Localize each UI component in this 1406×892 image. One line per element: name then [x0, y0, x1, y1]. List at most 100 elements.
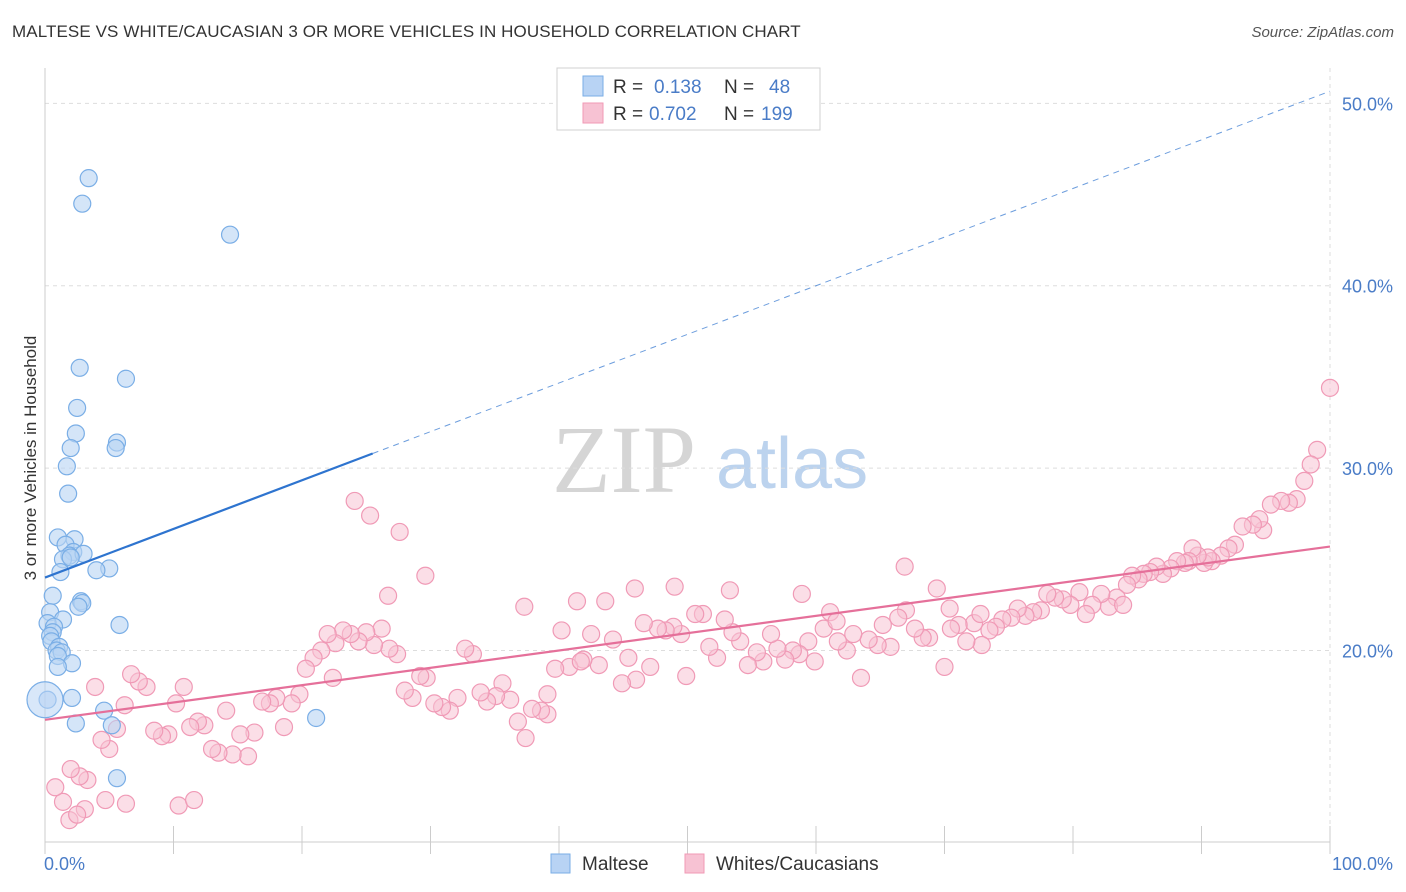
point-whites-189 [571, 652, 590, 671]
trend-line-whites [44, 545, 1331, 721]
point-whites-2 [1301, 455, 1320, 474]
point-maltese-large [26, 681, 64, 719]
y-tick-label-20: 20.0% [1342, 642, 1393, 662]
point-whites-178 [116, 794, 136, 813]
point-whites-53 [941, 619, 961, 638]
point-whites-87 [686, 604, 705, 624]
point-maltese-9 [61, 438, 80, 458]
point-whites-109 [522, 699, 542, 718]
point-whites-179 [169, 796, 188, 815]
point-whites-183 [361, 506, 380, 525]
point-whites-30 [1117, 575, 1137, 594]
point-whites-177 [96, 790, 115, 810]
point-whites-48 [980, 621, 999, 640]
legend-r-label-2: R = [613, 104, 643, 125]
point-whites-94 [634, 614, 653, 633]
point-maltese-11 [59, 484, 78, 503]
point-whites-180 [184, 790, 204, 810]
point-whites-194 [827, 612, 846, 631]
point-whites-103 [567, 592, 587, 611]
point-whites-58 [905, 619, 925, 638]
point-whites-195 [895, 557, 914, 576]
point-maltese-23 [43, 586, 62, 605]
point-maltese-4 [116, 369, 136, 388]
point-whites-99 [596, 592, 615, 611]
point-maltese-30 [110, 615, 129, 635]
point-whites-139 [296, 659, 315, 678]
point-whites-145 [253, 692, 272, 711]
point-whites-122 [425, 694, 444, 713]
point-maltese-0 [79, 169, 98, 188]
bottom-legend-swatch-maltese [550, 853, 571, 874]
y-tick-label-40: 40.0% [1342, 277, 1393, 297]
point-whites-97 [612, 674, 632, 693]
watermark-atlas: atlas [716, 424, 868, 504]
x-tick-labels: 0.0% 100.0% [44, 854, 1393, 874]
source-credit: Source: ZipAtlas.com [1251, 24, 1394, 41]
point-whites-136 [318, 624, 337, 644]
point-maltese-26 [69, 597, 88, 616]
point-whites-193 [792, 584, 811, 604]
point-whites-68 [828, 632, 847, 651]
point-maltese-2 [220, 225, 240, 244]
point-whites-188 [538, 685, 557, 704]
point-maltese-47 [107, 769, 127, 788]
point-whites-7 [1261, 495, 1280, 514]
point-whites-62 [873, 615, 892, 635]
point-whites-147 [238, 747, 258, 766]
point-whites-40 [1038, 584, 1057, 604]
point-whites-55 [927, 579, 946, 598]
point-whites-83 [715, 610, 734, 629]
point-whites-198 [1114, 595, 1133, 615]
y-tick-label-30: 30.0% [1342, 459, 1393, 479]
point-maltese-45 [307, 708, 326, 728]
legend-r-label-1: R = [613, 77, 643, 98]
point-whites-65 [851, 668, 871, 687]
legend: R = 0.138 N = 48 R = 0.702 N = 199 [556, 67, 821, 131]
point-maltese-8 [106, 438, 125, 458]
point-whites-176 [68, 805, 87, 824]
point-whites-192 [720, 581, 740, 600]
point-whites-64 [859, 630, 878, 649]
point-whites-60 [889, 608, 908, 627]
point-whites-100 [589, 655, 608, 675]
legend-r-value-1: 0.138 [654, 77, 702, 98]
point-whites-118 [456, 639, 475, 658]
x-tick-label-min: 0.0% [44, 854, 85, 874]
point-whites-93 [641, 657, 660, 677]
point-whites-141 [282, 694, 301, 713]
point-whites-156 [174, 677, 193, 697]
point-whites-185 [390, 522, 409, 542]
point-whites-148 [231, 725, 250, 744]
point-whites-152 [202, 739, 222, 759]
legend-swatch-maltese [582, 75, 604, 97]
point-whites-191 [665, 577, 684, 596]
legend-n-value-2: 199 [761, 104, 793, 125]
point-whites-173 [46, 778, 65, 797]
legend-r-value-2: 0.702 [649, 104, 697, 125]
point-whites-171 [61, 759, 80, 779]
point-maltese-22 [87, 561, 106, 580]
point-whites-186 [416, 566, 435, 585]
point-whites-187 [515, 597, 534, 616]
watermark-zip: ZIP [552, 406, 696, 513]
point-whites-160 [145, 721, 164, 740]
point-whites-71 [805, 652, 824, 671]
point-whites-49 [972, 635, 991, 655]
legend-n-value-1: 48 [769, 77, 790, 98]
trend-line-maltese [44, 452, 374, 579]
point-whites-36 [1070, 583, 1089, 602]
point-whites-197 [971, 604, 990, 624]
point-whites-77 [761, 624, 781, 644]
point-whites-190 [625, 579, 644, 598]
point-whites-79 [747, 643, 766, 662]
series-whites-caucasians [46, 378, 1340, 830]
x-tick-label-max: 100.0% [1332, 854, 1393, 874]
point-whites-85 [700, 637, 719, 656]
point-whites-110 [516, 728, 535, 748]
point-whites-98 [603, 630, 623, 649]
watermark: ZIP atlas [552, 406, 868, 513]
point-whites-155 [181, 717, 200, 737]
point-maltese-19 [61, 548, 80, 567]
